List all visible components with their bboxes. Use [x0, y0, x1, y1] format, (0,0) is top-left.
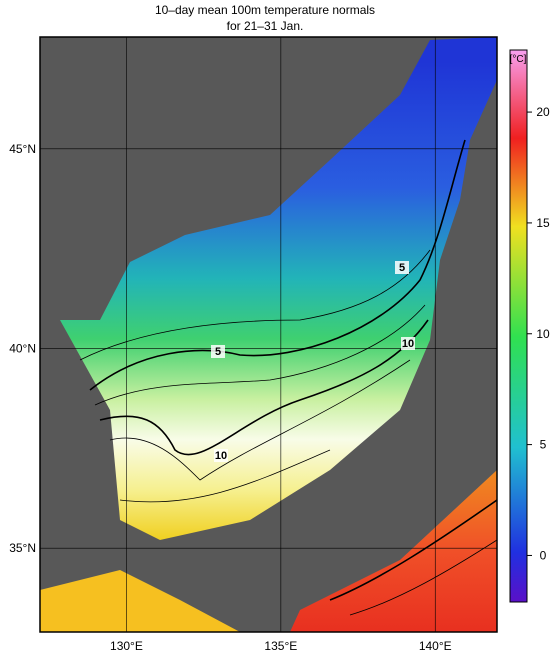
contour-label: 5 [399, 262, 405, 274]
colorbar [509, 49, 528, 603]
map [40, 37, 497, 632]
contour-label-bg [395, 261, 409, 274]
contours [79, 139, 497, 616]
x-tick-label: 140°E [419, 639, 452, 653]
colorbar-tick-label: 0 [540, 548, 547, 562]
contour-label-bg [214, 449, 228, 462]
pacific [290, 470, 497, 632]
contour-label-bg [211, 345, 225, 358]
contour-label: 10 [215, 450, 227, 462]
colorbar-tick-label: 10 [536, 327, 550, 341]
colorbar-unit: [°C] [510, 54, 527, 65]
x-tick-label: 135°E [264, 639, 297, 653]
x-tick-label: 130°E [110, 639, 143, 653]
y-tick-label: 45°N [9, 142, 36, 156]
y-tick-label: 40°N [9, 341, 36, 355]
colorbar-tick-label: 5 [540, 438, 547, 452]
colorbar-tick-label: 15 [536, 216, 550, 230]
japan-sea [60, 37, 497, 540]
map-frame [39, 36, 498, 633]
contour-label: 5 [215, 346, 221, 358]
east-china-sea [40, 570, 240, 632]
contour-label-bg [401, 337, 415, 350]
y-tick-label: 35°N [9, 541, 36, 555]
title: 10–day mean 100m temperature normals [155, 3, 375, 17]
contour-label: 10 [402, 338, 414, 350]
subtitle: for 21–31 Jan. [227, 19, 304, 33]
colorbar-tick-label: 20 [536, 105, 550, 119]
